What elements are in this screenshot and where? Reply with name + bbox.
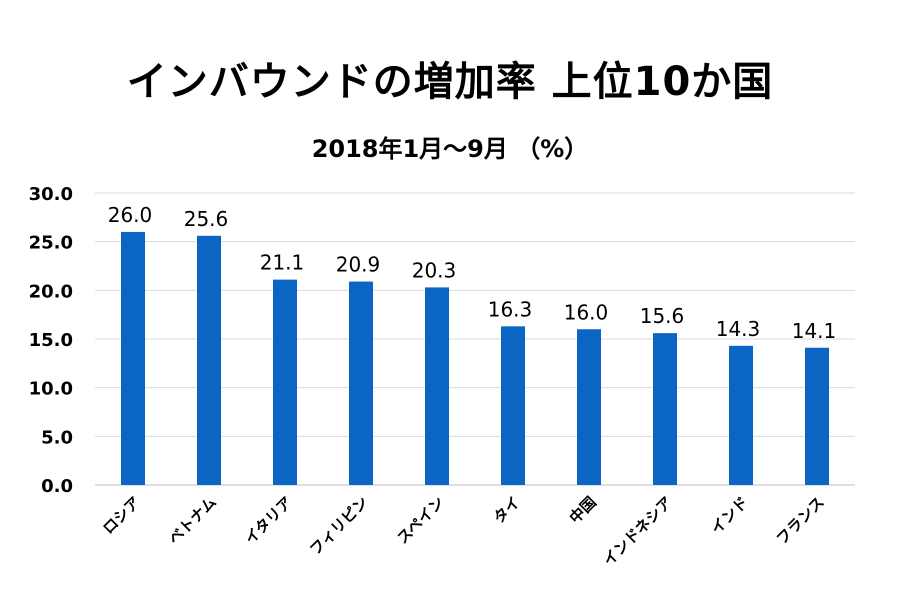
data-label: 26.0 (108, 203, 153, 227)
bar-6 (501, 326, 525, 485)
chart-title: インバウンドの増加率 上位10か国 (126, 59, 774, 105)
y-tick-label: 0.0 (41, 476, 73, 497)
x-tick-label: スペイン (393, 493, 447, 547)
data-label: 20.9 (336, 253, 381, 277)
x-tick-label: ロシア (99, 493, 144, 538)
x-tick-label: 中国 (566, 493, 600, 527)
bar-5 (425, 287, 449, 485)
data-label: 16.0 (564, 300, 609, 324)
y-tick-label: 30.0 (29, 184, 73, 205)
bar-10 (805, 347, 829, 485)
bar-2 (197, 235, 221, 485)
data-label: 16.3 (488, 297, 533, 321)
data-label: 14.3 (716, 317, 761, 341)
y-tick-label: 5.0 (41, 427, 73, 448)
x-tick-label: イタリア (241, 493, 296, 548)
bar-7 (577, 329, 601, 485)
x-tick-label: ベトナム (165, 493, 220, 548)
chart-subtitle: 2018年1月～9月 （%） (311, 135, 589, 163)
bar-4 (349, 281, 373, 485)
x-tick-label: フランス (773, 493, 828, 548)
x-tick-label: インド (707, 493, 752, 538)
y-tick-label: 25.0 (29, 233, 73, 254)
data-label: 25.6 (184, 207, 229, 231)
y-tick-label: 15.0 (29, 330, 73, 351)
data-label: 20.3 (412, 258, 457, 282)
bar-3 (273, 279, 297, 485)
data-label: 21.1 (260, 251, 305, 275)
bar-8 (653, 333, 677, 485)
y-tick-label: 20.0 (29, 281, 73, 302)
y-tick-label: 10.0 (29, 379, 73, 400)
data-label: 15.6 (640, 304, 685, 328)
x-tick-label: タイ (490, 493, 524, 527)
bar-1 (121, 231, 145, 485)
x-tick-label: フィリピン (306, 493, 372, 559)
x-tick-label: インドネシア (599, 493, 675, 569)
bar-9 (729, 345, 753, 485)
data-label: 14.1 (792, 319, 837, 343)
